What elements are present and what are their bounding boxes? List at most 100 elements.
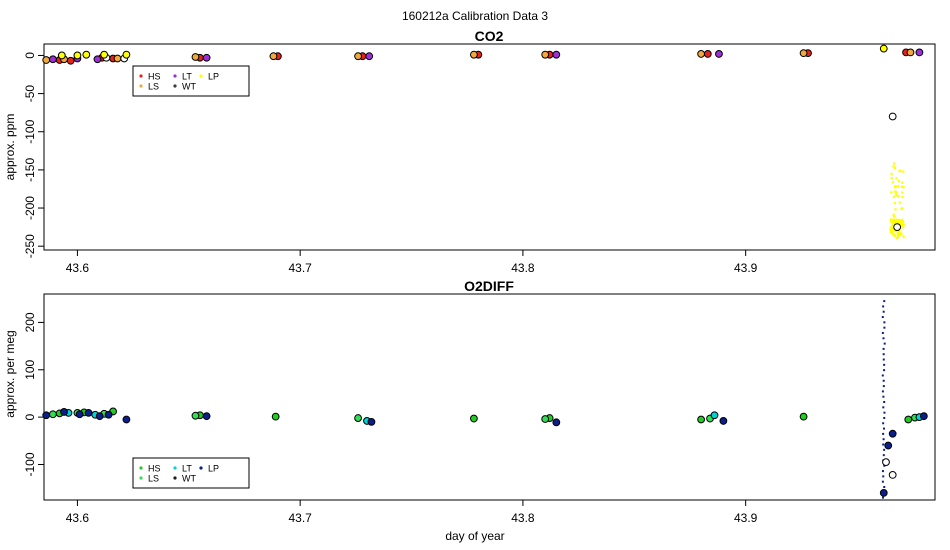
point-co2-ls-9 [799, 49, 808, 58]
trace-dot-co2-0-44 [902, 223, 905, 227]
trace-dot-co2-0-28 [898, 222, 901, 225]
point-co2-wt-2 [888, 112, 897, 121]
point-o2diff-lt-3 [710, 411, 719, 420]
trace-dot-o2diff-0-22 [882, 379, 885, 382]
point-o2diff-lp-5 [104, 410, 113, 419]
legend-box-o2diff [132, 457, 250, 489]
trace-dot-co2-0-29 [900, 207, 903, 211]
trace-dot-co2-0-130 [894, 185, 897, 188]
trace-dot-co2-0-69 [902, 235, 905, 239]
point-o2diff-lp-13 [888, 429, 897, 438]
trace-dot-o2diff-0-32 [883, 326, 886, 329]
trace-dot-co2-0-66 [900, 224, 903, 227]
trace-dot-co2-0-38 [895, 193, 898, 196]
trace-dot-co2-0-12 [897, 180, 901, 183]
trace-dot-co2-0-32 [900, 232, 903, 235]
point-co2-ls-4 [269, 52, 278, 61]
trace-dot-co2-0-133 [899, 219, 902, 222]
trace-dot-co2-0-129 [893, 218, 896, 221]
point-o2diff-lp-14 [919, 412, 928, 421]
point-co2-lp-0 [57, 51, 66, 60]
trace-dot-co2-0-110 [896, 232, 899, 235]
trace-dot-o2diff-0-25 [883, 363, 886, 366]
legend-swatch-o2diff-wt [173, 476, 177, 480]
panel-co2-axes: 43.6 43.7 43.8 43.9 0 -50 -100 -150 -200 -250 [23, 52, 758, 275]
trace-dot-co2-0-3 [892, 213, 895, 216]
trace-dot-o2diff-0-11 [882, 438, 885, 441]
point-co2-lp-5 [879, 44, 888, 53]
point-co2-ls-5 [354, 52, 362, 61]
point-co2-ls-2 [113, 54, 122, 63]
trace-dot-o2diff-0-17 [882, 406, 885, 409]
trace-dot-co2-0-108 [897, 235, 900, 239]
x-tick-label-o2diff-2: 43.8 [511, 511, 535, 525]
trace-dot-co2-0-84 [890, 176, 893, 180]
legend-label-co2-hs: HS [148, 72, 161, 82]
point-o2diff-lp-11 [879, 488, 888, 497]
legend-box-co2 [132, 65, 250, 97]
y-tick-label-co2-3: -150 [23, 158, 37, 182]
trace-dot-o2diff-0-29 [883, 342, 886, 345]
point-co2-lp-4 [122, 50, 131, 59]
trace-dot-co2-0-91 [901, 191, 904, 194]
trace-dot-co2-0-77 [901, 195, 904, 199]
panel-co2-ylabel: approx. ppm [3, 114, 17, 181]
x-tick-label-o2diff-1: 43.7 [288, 511, 312, 525]
trace-dot-co2-0-76 [891, 181, 895, 184]
point-co2-ls-3 [191, 53, 200, 61]
point-o2diff-lp-6 [122, 415, 131, 424]
point-co2-lp-3 [100, 50, 109, 59]
panel-o2diff-marks [42, 300, 928, 499]
trace-dot-co2-0-22 [892, 165, 895, 168]
legend-swatch-o2diff-lp [199, 466, 203, 470]
legend-label-co2-lp: LP [208, 72, 219, 82]
trace-dot-o2diff-0-21 [882, 385, 885, 388]
trace-dot-o2diff-0-37 [883, 300, 886, 303]
trace-dot-co2-0-57 [893, 190, 896, 193]
x-tick-label-co2-0: 43.6 [66, 261, 90, 275]
legend-label-o2diff-ls: LS [148, 474, 159, 484]
point-co2-lp-1 [73, 51, 82, 60]
point-co2-ls-0 [42, 56, 51, 64]
y-tick-label-co2-0: 0 [23, 52, 37, 59]
point-o2diff-lp-7 [202, 412, 211, 421]
figure-title: 160212a Calibration Data 3 [402, 9, 548, 23]
trace-dot-co2-0-104 [901, 220, 904, 223]
point-co2-lt-6 [715, 50, 723, 58]
panel-o2diff-axes: 43.6 43.7 43.8 43.9 200 100 0 -100 [23, 312, 758, 525]
legend-swatch-co2-lt [173, 74, 177, 78]
panel-co2-marks [42, 44, 924, 240]
point-co2-ls-6 [470, 50, 478, 59]
point-co2-lt-0 [49, 55, 57, 64]
trace-dot-co2-0-119 [895, 220, 898, 223]
panel-o2diff-legend: HS LT LP LS WT [132, 457, 250, 489]
trace-dot-co2-0-51 [901, 185, 904, 188]
legend-label-co2-wt: WT [182, 82, 196, 92]
legend-label-o2diff-lp: LP [208, 464, 219, 474]
point-o2diff-hs-9 [904, 415, 913, 424]
y-tick-label-co2-1: -50 [23, 85, 37, 103]
point-o2diff-lp-4 [95, 412, 104, 421]
trace-dot-co2-0-127 [889, 226, 892, 230]
legend-swatch-o2diff-hs [139, 466, 143, 470]
y-tick-label-o2diff-1: 100 [23, 359, 37, 379]
trace-dot-co2-0-116 [890, 228, 893, 231]
trace-dot-co2-0-107 [900, 218, 904, 222]
panel-o2diff-frame [43, 293, 936, 501]
point-o2diff-ls-0 [49, 410, 57, 419]
panel-co2-title: CO2 [475, 28, 504, 44]
trace-dot-co2-0-109 [893, 202, 896, 205]
legend-label-co2-lt: LT [182, 72, 192, 82]
y-tick-label-co2-4: -200 [23, 196, 37, 220]
point-o2diff-lp-9 [552, 418, 561, 427]
trace-dot-o2diff-0-3 [881, 480, 884, 483]
trace-dot-co2-0-90 [893, 166, 897, 169]
trace-dot-o2diff-0-27 [882, 353, 885, 356]
x-tick-label-o2diff-3: 43.9 [734, 511, 758, 525]
legend-swatch-co2-hs [139, 74, 143, 78]
panel-co2-legend: HS LT LP LS WT [132, 65, 250, 97]
point-o2diff-lp-1 [60, 408, 68, 416]
point-o2diff-wt-1 [888, 471, 897, 479]
trace-dot-o2diff-0-9 [883, 448, 886, 451]
x-tick-label-o2diff-0: 43.6 [66, 511, 90, 525]
